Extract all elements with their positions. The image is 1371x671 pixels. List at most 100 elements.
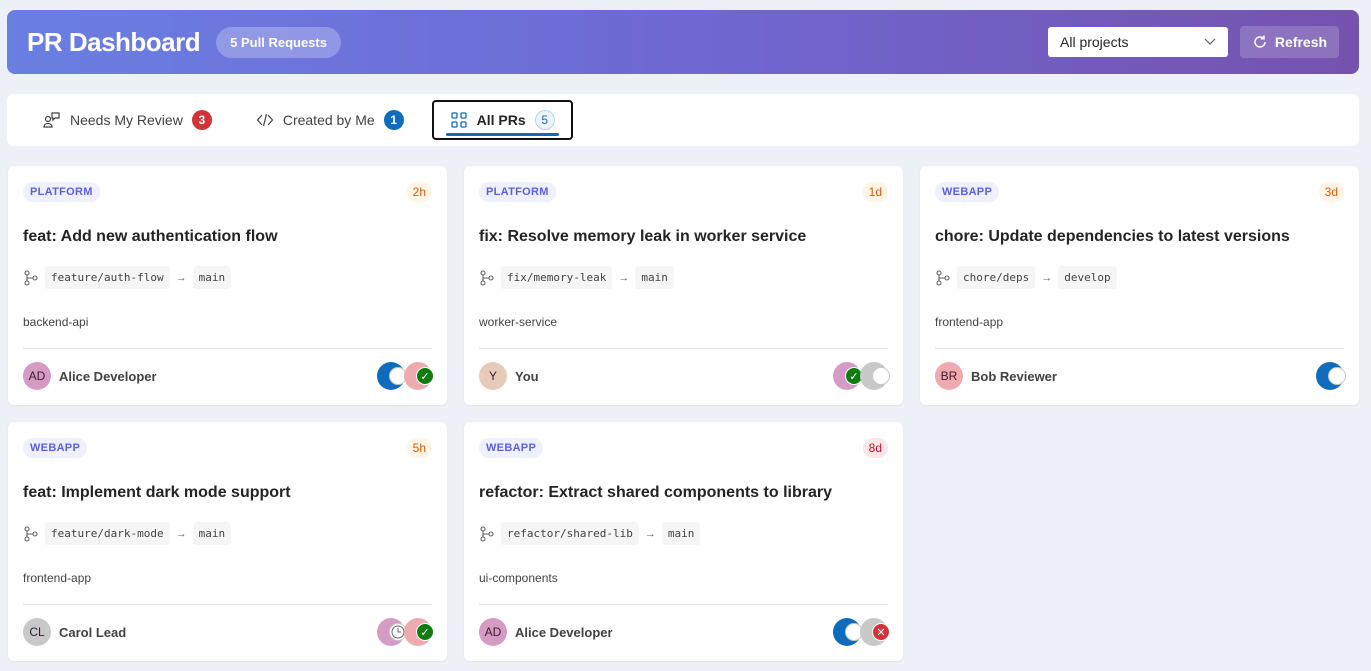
tab-all-prs[interactable]: All PRs 5 xyxy=(431,100,573,140)
refresh-label: Refresh xyxy=(1274,34,1328,50)
arrow-right-icon: → xyxy=(175,527,187,540)
pr-card[interactable]: PLATFORM 1d fix: Resolve memory leak in … xyxy=(464,166,903,405)
reviewer-avatar xyxy=(377,362,407,390)
source-branch: fix/memory-leak xyxy=(501,266,613,289)
repository-name: frontend-app xyxy=(935,315,1004,329)
author-name: You xyxy=(515,368,539,384)
pr-card[interactable]: PLATFORM 2h feat: Add new authentication… xyxy=(8,166,447,405)
count-badge: 5 xyxy=(534,110,555,130)
pr-title[interactable]: fix: Resolve memory leak in worker servi… xyxy=(479,228,807,245)
source-branch: feature/dark-mode xyxy=(45,522,170,545)
author-avatar: AD xyxy=(479,618,507,646)
age-badge: 1d xyxy=(862,182,888,202)
header-bar: PR Dashboard 5 Pull Requests All project… xyxy=(7,10,1359,74)
pr-card-grid: PLATFORM 2h feat: Add new authentication… xyxy=(8,166,1359,661)
pr-card[interactable]: WEBAPP 3d chore: Update dependencies to … xyxy=(920,166,1359,405)
source-branch: feature/auth-flow xyxy=(45,266,170,289)
count-badge: 1 xyxy=(383,110,404,130)
pr-title[interactable]: feat: Implement dark mode support xyxy=(23,484,291,501)
reviewer-avatar xyxy=(860,362,890,390)
author-name: Alice Developer xyxy=(59,368,157,384)
pr-count-badge: 5 Pull Requests xyxy=(216,26,341,58)
repository-name: frontend-app xyxy=(23,571,92,585)
repository-name: worker-service xyxy=(479,315,558,329)
author-avatar: BR xyxy=(935,362,963,390)
branch-icon xyxy=(480,525,494,542)
pr-title[interactable]: refactor: Extract shared components to l… xyxy=(479,484,832,501)
tab-created-by-me[interactable]: Created by Me 1 xyxy=(240,100,420,140)
reviewer-avatar: ✓ xyxy=(404,618,434,646)
pr-title[interactable]: chore: Update dependencies to latest ver… xyxy=(935,228,1290,245)
page-title: PR Dashboard xyxy=(27,26,201,57)
repository-name: ui-components xyxy=(479,571,558,585)
reviewer-avatar: ✓ xyxy=(833,362,863,390)
reviewer-avatar: ✕ xyxy=(860,618,890,646)
project-tag: WEBAPP xyxy=(935,182,1000,202)
close-icon: ✕ xyxy=(872,623,890,641)
author-name: Alice Developer xyxy=(515,624,613,640)
people-review-icon xyxy=(43,112,60,128)
chevron-down-icon xyxy=(1204,38,1216,45)
author-avatar: CL xyxy=(23,618,51,646)
pr-title[interactable]: feat: Add new authentication flow xyxy=(23,228,278,245)
project-filter-value: All projects xyxy=(1060,34,1129,50)
reviewer-avatar: ✓ xyxy=(404,362,434,390)
source-branch: chore/deps xyxy=(957,266,1036,289)
refresh-icon xyxy=(1254,35,1266,48)
author-avatar: Y xyxy=(479,362,507,390)
author-avatar: AD xyxy=(23,362,51,390)
arrow-right-icon: → xyxy=(618,271,630,284)
project-filter-dropdown[interactable]: All projects xyxy=(1048,27,1228,57)
check-icon: ✓ xyxy=(416,367,434,385)
branch-info: refactor/shared-lib → main xyxy=(479,522,888,545)
refresh-button[interactable]: Refresh xyxy=(1240,26,1339,58)
reviewer-list: ✓ xyxy=(833,362,890,390)
reviewer-avatar xyxy=(1316,362,1346,390)
branch-icon xyxy=(24,525,38,542)
grid-icon xyxy=(451,112,467,128)
target-branch: main xyxy=(192,522,232,545)
code-icon xyxy=(256,113,274,127)
divider xyxy=(23,604,432,605)
project-tag: PLATFORM xyxy=(23,182,100,202)
divider xyxy=(479,348,888,349)
age-badge: 5h xyxy=(406,438,432,458)
source-branch: refactor/shared-lib xyxy=(501,522,639,545)
count-badge: 3 xyxy=(191,110,212,130)
project-tag: WEBAPP xyxy=(479,438,544,458)
arrow-right-icon: → xyxy=(1041,271,1053,284)
tab-label: Created by Me xyxy=(282,112,375,128)
reviewer-avatar xyxy=(377,618,407,646)
age-badge: 3d xyxy=(1318,182,1344,202)
branch-icon xyxy=(936,269,950,286)
divider xyxy=(935,348,1344,349)
card-footer: AD Alice Developer ✓ xyxy=(23,362,434,390)
arrow-right-icon: → xyxy=(644,527,656,540)
reviewer-list: ✓ xyxy=(377,618,434,646)
reviewer-list: ✓ xyxy=(377,362,434,390)
target-branch: main xyxy=(192,266,232,289)
pr-card[interactable]: WEBAPP 5h feat: Implement dark mode supp… xyxy=(8,422,447,661)
pending-status-icon xyxy=(1328,367,1346,385)
project-tag: WEBAPP xyxy=(23,438,88,458)
reviewer-list xyxy=(1316,362,1346,390)
reviewer-list: ✕ xyxy=(833,618,890,646)
card-footer: CL Carol Lead ✓ xyxy=(23,618,434,646)
branch-icon xyxy=(480,269,494,286)
card-footer: Y You ✓ xyxy=(479,362,890,390)
branch-info: feature/dark-mode → main xyxy=(23,522,432,545)
arrow-right-icon: → xyxy=(175,271,187,284)
age-badge: 2h xyxy=(406,182,432,202)
branch-icon xyxy=(24,269,38,286)
repository-name: backend-api xyxy=(23,315,89,329)
tab-label: Needs My Review xyxy=(70,112,183,128)
divider xyxy=(479,604,888,605)
tab-needs-my-review[interactable]: Needs My Review 3 xyxy=(27,100,228,140)
card-footer: AD Alice Developer ✕ xyxy=(479,618,890,646)
pr-card[interactable]: WEBAPP 8d refactor: Extract shared compo… xyxy=(464,422,903,661)
target-branch: develop xyxy=(1058,266,1117,289)
pending-status-icon xyxy=(872,367,890,385)
tab-label: All PRs xyxy=(476,112,526,128)
age-badge: 8d xyxy=(862,438,888,458)
branch-info: feature/auth-flow → main xyxy=(23,266,432,289)
